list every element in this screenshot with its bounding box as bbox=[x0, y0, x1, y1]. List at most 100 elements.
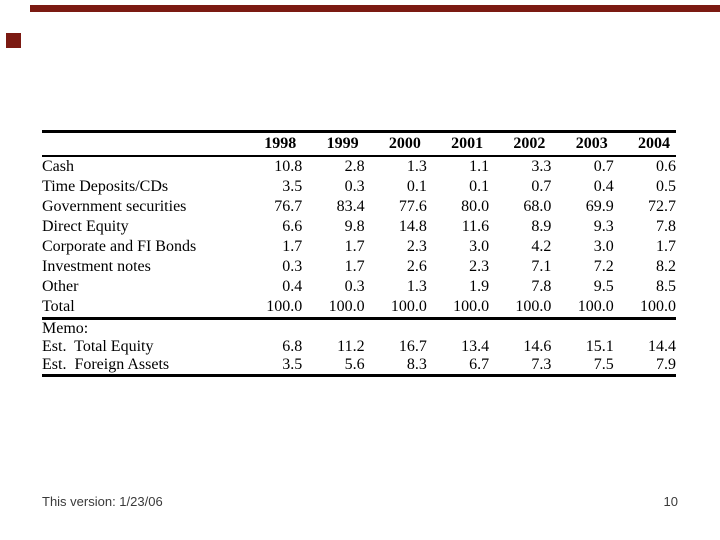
value-cell: 100.0 bbox=[551, 297, 614, 320]
memo-value-cell: 7.5 bbox=[593, 356, 614, 373]
row-label: Time Deposits/CDs bbox=[42, 178, 169, 195]
table-row: Investment notes 0.3 1.7 2.6 2.3 7.1 7.2 8.2 bbox=[42, 257, 676, 277]
table-row: Est. Foreign Assets 3.5 5.6 8.3 6.7 7.3 7.5 7.9 bbox=[42, 356, 676, 376]
value-cell: 11.6 bbox=[461, 218, 490, 235]
value-cell: 8.9 bbox=[531, 218, 552, 235]
value-cell: 0.5 bbox=[656, 178, 676, 195]
value-cell: 3.5 bbox=[282, 178, 303, 195]
value-cell: 2.6 bbox=[406, 258, 427, 275]
slide-bullet-decoration bbox=[6, 33, 21, 48]
year-header: 2001 bbox=[426, 131, 490, 157]
value-cell: 100.0 bbox=[302, 297, 365, 320]
empty-cell bbox=[365, 319, 427, 339]
value-cell: 0.7 bbox=[593, 158, 614, 175]
value-cell: 100.0 bbox=[364, 297, 427, 320]
value-cell: 83.4 bbox=[336, 198, 365, 215]
table-row: Total 100.0 100.0 100.0 100.0 100.0 100.0 100.0 bbox=[42, 297, 676, 320]
value-cell: 7.8 bbox=[656, 218, 676, 235]
value-cell: 1.3 bbox=[406, 158, 427, 175]
row-label: Cash bbox=[42, 158, 74, 175]
value-cell: 8.2 bbox=[656, 258, 676, 275]
value-cell: 68.0 bbox=[523, 198, 552, 215]
header-empty-cell bbox=[42, 131, 240, 157]
value-cell: 1.1 bbox=[469, 158, 490, 175]
table-row: Direct Equity 6.6 9.8 14.8 11.6 8.9 9.3 7.8 bbox=[42, 217, 676, 237]
empty-cell bbox=[551, 319, 613, 339]
value-cell: 0.7 bbox=[531, 178, 552, 195]
memo-value-cell: 7.3 bbox=[531, 356, 552, 373]
memo-value-cell: 15.1 bbox=[585, 338, 614, 355]
empty-cell bbox=[614, 319, 676, 339]
value-cell: 100.0 bbox=[426, 297, 490, 320]
slide-top-bar-decoration bbox=[30, 5, 720, 12]
value-cell: 3.0 bbox=[593, 238, 614, 255]
value-cell: 3.0 bbox=[469, 238, 490, 255]
table-row: Memo: bbox=[42, 319, 676, 339]
memo-value-cell: 5.6 bbox=[344, 356, 365, 373]
empty-cell bbox=[302, 319, 364, 339]
value-cell: 0.3 bbox=[282, 258, 303, 275]
memo-value-cell: 6.7 bbox=[469, 356, 490, 373]
table-row: Est. Total Equity 6.8 11.2 16.7 13.4 14.6 15.1… bbox=[42, 338, 676, 356]
memo-value-cell: 14.4 bbox=[648, 338, 676, 355]
row-label: Total bbox=[42, 297, 240, 320]
value-cell: 4.2 bbox=[531, 238, 552, 255]
value-cell: 7.8 bbox=[531, 278, 552, 295]
value-cell: 1.7 bbox=[344, 258, 365, 275]
year-header: 1998 bbox=[240, 131, 303, 157]
memo-value-cell: 6.8 bbox=[282, 338, 303, 355]
value-cell: 2.3 bbox=[406, 238, 427, 255]
value-cell: 9.8 bbox=[344, 218, 365, 235]
value-cell: 10.8 bbox=[274, 158, 303, 175]
table-row: Time Deposits/CDs 3.5 0.3 0.1 0.1 0.7 0.4 0.5 bbox=[42, 177, 676, 197]
value-cell: 0.1 bbox=[406, 178, 427, 195]
year-header: 2003 bbox=[551, 131, 614, 157]
memo-value-cell: 16.7 bbox=[398, 338, 427, 355]
table-row: Corporate and FI Bonds 1.7 1.7 2.3 3.0 4.2 3.0… bbox=[42, 237, 676, 257]
row-label: Government securities bbox=[42, 198, 187, 215]
year-header: 1999 bbox=[302, 131, 365, 157]
value-cell: 1.3 bbox=[406, 278, 427, 295]
page-number: 10 bbox=[663, 494, 678, 509]
value-cell: 9.3 bbox=[593, 218, 614, 235]
value-cell: 1.9 bbox=[469, 278, 490, 295]
row-label: Direct Equity bbox=[42, 218, 129, 235]
value-cell: 8.5 bbox=[656, 278, 676, 295]
value-cell: 7.1 bbox=[531, 258, 552, 275]
value-cell: 0.4 bbox=[282, 278, 303, 295]
memo-value-cell: 13.4 bbox=[461, 338, 490, 355]
value-cell: 0.3 bbox=[344, 178, 365, 195]
table-header-row: 1998 1999 2000 2001 2002 2003 2004 bbox=[42, 131, 676, 157]
empty-cell bbox=[240, 319, 302, 339]
value-cell: 7.2 bbox=[593, 258, 614, 275]
value-cell: 100.0 bbox=[489, 297, 552, 320]
value-cell: 77.6 bbox=[398, 198, 427, 215]
memo-row-label: Est. Total Equity bbox=[42, 338, 154, 355]
value-cell: 80.0 bbox=[461, 198, 490, 215]
value-cell: 2.3 bbox=[469, 258, 490, 275]
memo-value-cell: 3.5 bbox=[282, 356, 303, 373]
row-label: Investment notes bbox=[42, 258, 151, 275]
value-cell: 100.0 bbox=[240, 297, 303, 320]
value-cell: 69.9 bbox=[585, 198, 614, 215]
value-cell: 0.1 bbox=[469, 178, 490, 195]
value-cell: 0.6 bbox=[656, 158, 676, 175]
value-cell: 1.7 bbox=[344, 238, 365, 255]
asset-allocation-table: 1998 1999 2000 2001 2002 2003 2004 Cash 10.8 2.8 1… bbox=[42, 130, 676, 377]
value-cell: 100.0 bbox=[613, 297, 676, 320]
asset-allocation-table-wrap: 1998 1999 2000 2001 2002 2003 2004 Cash 10.8 2.8 1… bbox=[42, 130, 676, 377]
year-header: 2004 bbox=[613, 131, 676, 157]
value-cell: 2.8 bbox=[344, 158, 365, 175]
value-cell: 0.4 bbox=[593, 178, 614, 195]
memo-value-cell: 14.6 bbox=[523, 338, 552, 355]
year-header: 2002 bbox=[489, 131, 552, 157]
memo-value-cell: 8.3 bbox=[406, 356, 427, 373]
value-cell: 0.3 bbox=[344, 278, 365, 295]
memo-label: Memo: bbox=[42, 320, 89, 337]
value-cell: 76.7 bbox=[274, 198, 303, 215]
value-cell: 1.7 bbox=[656, 238, 676, 255]
table-row: Other 0.4 0.3 1.3 1.9 7.8 9.5 8.5 bbox=[42, 277, 676, 297]
value-cell: 1.7 bbox=[282, 238, 303, 255]
value-cell: 6.6 bbox=[282, 218, 303, 235]
